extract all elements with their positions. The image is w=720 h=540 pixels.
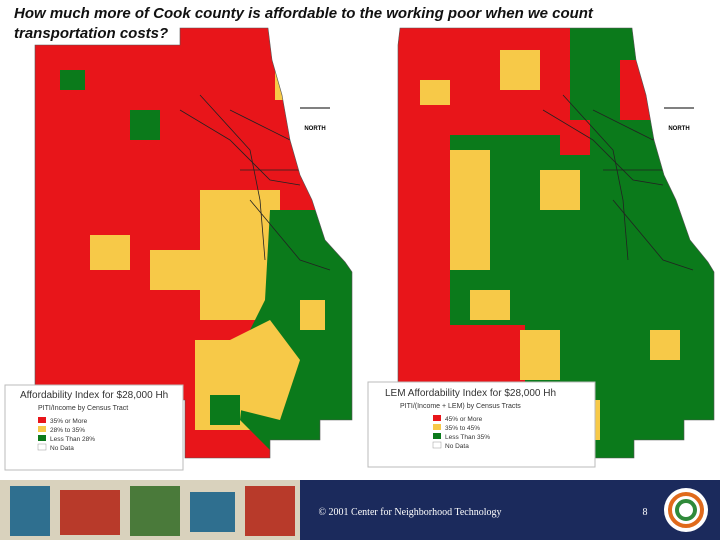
- legend-item: 28% to 35%: [50, 427, 85, 434]
- legend-item: 45% or More: [445, 416, 483, 423]
- legend-left: Affordability Index for $28,000 Hh PITI/…: [4, 384, 184, 471]
- legend-item: No Data: [50, 445, 74, 452]
- north-label: NORTH: [304, 126, 325, 132]
- legend-title: LEM Affordability Index for $28,000 Hh: [385, 388, 556, 399]
- legend-subtitle: PITI/Income by Census Tract: [38, 405, 128, 412]
- north-arrow: NORTH: [664, 107, 694, 132]
- legend-item: No Data: [445, 443, 469, 450]
- legend-item: Less Than 28%: [50, 436, 95, 443]
- legend-title: Affordability Index for $28,000 Hh: [20, 390, 168, 401]
- legend-item: Less Than 35%: [445, 434, 490, 441]
- slide-title: transportation costs?: [14, 25, 168, 42]
- footer: © 2001 Center for Neighborhood Technolog…: [0, 480, 720, 540]
- copyright: © 2001 Center for Neighborhood Technolog…: [318, 507, 501, 518]
- page-number: 8: [643, 507, 648, 518]
- legend-item: 35% or More: [50, 418, 88, 425]
- legend-item: 35% to 45%: [445, 425, 480, 432]
- north-label: NORTH: [668, 126, 689, 132]
- legend-subtitle: PITI/(Income + LEM) by Census Tracts: [400, 403, 521, 410]
- legend-right: LEM Affordability Index for $28,000 Hh P…: [367, 381, 596, 468]
- county-outline: [34, 27, 353, 459]
- slide-title: How much more of Cook county is affordab…: [14, 5, 594, 22]
- north-arrow: NORTH: [300, 107, 330, 132]
